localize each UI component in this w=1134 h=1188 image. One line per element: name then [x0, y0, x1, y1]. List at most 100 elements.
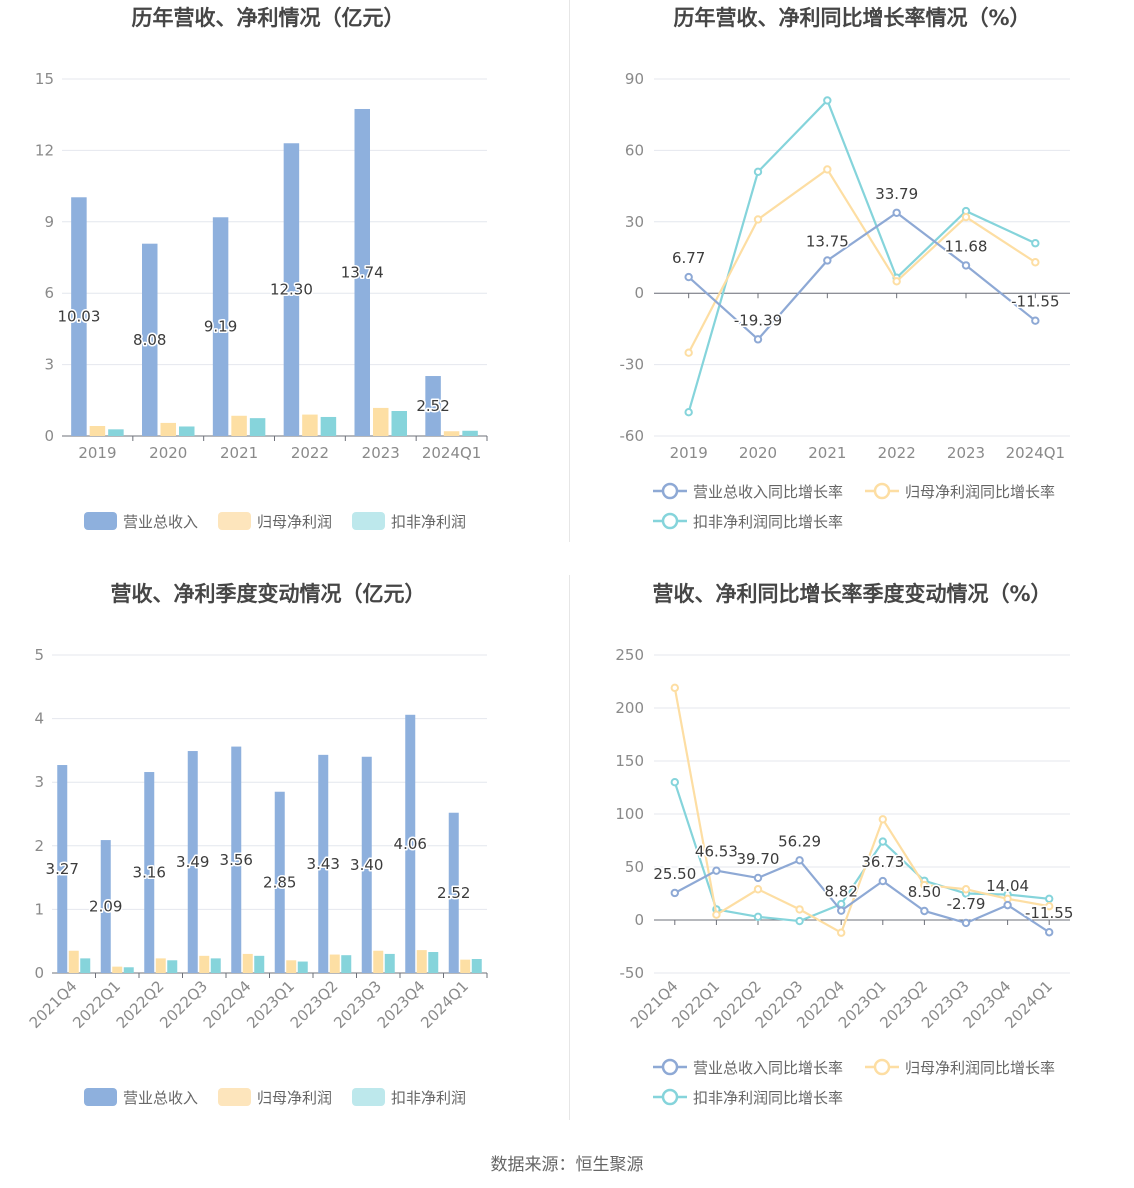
revenue-growth-point: [961, 261, 971, 270]
revenue-growth-data-label: 33.79: [875, 185, 918, 203]
y-tick-label: 250: [615, 646, 644, 664]
annual-growth-chart-svg: 历年营收、净利同比增长率情况（%） -60 -30 0 30 60 90 2019 2020 20…: [620, 6, 1070, 531]
net-profit-growth-point: [878, 815, 887, 824]
y-tick-label: 50: [625, 858, 644, 876]
x-tick-label: 2023: [947, 444, 985, 462]
revenue-bar: [57, 765, 68, 973]
revenue-data-label: 3.49: [176, 853, 209, 871]
revenue-growth-data-label: 13.75: [806, 232, 849, 250]
legend-swatch: [84, 512, 117, 530]
quarterly-growth-chart: 营收、净利同比增长率季度变动情况（%） -50 0 50 100 150 200 250 202…: [570, 575, 1134, 1125]
deducted-profit-bar: [391, 411, 407, 436]
deducted-profit-bar: [428, 952, 439, 973]
deducted-profit-bar: [471, 959, 482, 973]
deducted-profit-bar: [297, 961, 308, 973]
legend-label: 营业总收入: [123, 513, 198, 531]
divider-bottom: [569, 575, 570, 1120]
legend-swatch: [218, 512, 251, 530]
deducted-growth-point: [878, 837, 887, 846]
net-profit-growth-point: [892, 277, 901, 286]
y-tick-label: 9: [44, 213, 54, 231]
x-tick-label: 2024Q1: [1006, 444, 1066, 462]
x-tick-label: 2022Q4: [200, 977, 255, 1032]
net-profit-bar: [373, 950, 384, 973]
revenue-growth-data-label: 11.68: [945, 237, 988, 255]
deducted-growth-point: [795, 916, 804, 926]
y-tick-label: 60: [625, 141, 644, 159]
revenue-growth-data-label: 39.70: [737, 850, 780, 868]
x-tick-label: 2023Q4: [374, 977, 429, 1032]
deducted-profit-bar: [462, 430, 478, 436]
quarterly-growth-chart-svg: 营收、净利同比增长率季度变动情况（%）-50050100150200250202…: [615, 582, 1075, 1107]
net-profit-growth-point: [753, 215, 763, 224]
deducted-profit-bar: [179, 426, 195, 436]
legend-marker: [873, 1058, 891, 1076]
net-profit-bar: [160, 422, 176, 436]
legend-swatch: [218, 1088, 251, 1106]
y-tick-label: 0: [44, 427, 54, 445]
revenue-growth-point: [1031, 316, 1040, 325]
y-tick-label: 0: [634, 284, 644, 302]
x-tick-label: 2021: [808, 444, 846, 462]
revenue-data-label: 3.43: [307, 855, 340, 873]
net-profit-growth-point: [795, 905, 804, 914]
net-profit-bar: [443, 431, 460, 436]
net-profit-bar: [460, 959, 471, 973]
net-profit-bar: [286, 960, 297, 973]
x-tick-label: 2023Q1: [243, 977, 298, 1032]
x-tick-label: 2024Q1: [422, 444, 482, 462]
net-profit-bar: [302, 414, 318, 436]
x-tick-label: 2022Q2: [113, 977, 168, 1032]
x-tick-label: 2022Q3: [156, 977, 211, 1032]
y-tick-label: 0: [634, 911, 644, 929]
revenue-bar: [425, 376, 441, 436]
legend-label: 扣非净利润: [391, 1089, 466, 1107]
revenue-growth-point: [670, 888, 680, 898]
revenue-growth-point: [712, 866, 721, 875]
x-tick-label: 2020: [739, 444, 777, 462]
revenue-bar: [318, 754, 329, 973]
deducted-growth-point: [1031, 239, 1040, 248]
revenue-data-label: 2.09: [89, 898, 122, 916]
legend-marker: [661, 512, 679, 530]
y-tick-label: 4: [34, 710, 44, 728]
revenue-growth-data-label: 8.50: [908, 883, 941, 901]
revenue-growth-point: [684, 272, 693, 282]
y-tick-label: -30: [620, 356, 645, 374]
net-profit-growth-point: [684, 348, 693, 357]
legend-swatch: [352, 1088, 385, 1106]
y-tick-label: 90: [625, 70, 644, 88]
net-profit-growth-line: [687, 167, 1036, 354]
chart-title: 历年营收、净利情况（亿元）: [132, 6, 405, 30]
revenue-growth-data-label: 6.77: [672, 249, 705, 267]
net-profit-bar: [89, 426, 106, 436]
legend-label: 营业总收入同比增长率: [693, 483, 843, 501]
net-profit-bar: [231, 415, 247, 436]
net-profit-bar: [199, 955, 210, 973]
revenue-data-label: 3.27: [46, 860, 79, 878]
net-profit-bar: [373, 407, 389, 436]
revenue-growth-line: [674, 859, 1050, 934]
legend-marker: [661, 1058, 679, 1076]
x-tick-label: 2022: [291, 444, 329, 462]
x-tick-label: 2020: [149, 444, 187, 462]
revenue-growth-point: [961, 918, 971, 928]
deducted-profit-bar: [108, 429, 124, 436]
legend-label: 归母净利润同比增长率: [905, 1059, 1055, 1077]
revenue-growth-point: [753, 873, 763, 883]
legend-label: 归母净利润同比增长率: [905, 483, 1055, 501]
deducted-growth-point: [823, 96, 832, 105]
revenue-data-label: 9.19: [204, 318, 237, 336]
legend-label: 扣非净利润同比增长率: [693, 513, 843, 531]
revenue-data-label: 2.85: [263, 873, 296, 891]
annual-growth-chart: 历年营收、净利同比增长率情况（%） -60 -30 0 30 60 90 2019 2020 20…: [570, 0, 1134, 545]
deducted-profit-bar: [320, 416, 337, 436]
legend-label: 扣非净利润同比增长率: [693, 1089, 843, 1107]
revenue-bar: [71, 197, 87, 436]
revenue-growth-data-label: 56.29: [778, 832, 821, 850]
x-tick-label: 2022Q1: [69, 977, 124, 1032]
x-tick-label: 2021: [220, 444, 258, 462]
revenue-growth-point: [878, 876, 887, 886]
x-tick-label: 2019: [78, 444, 116, 462]
revenue-bar: [405, 714, 416, 973]
